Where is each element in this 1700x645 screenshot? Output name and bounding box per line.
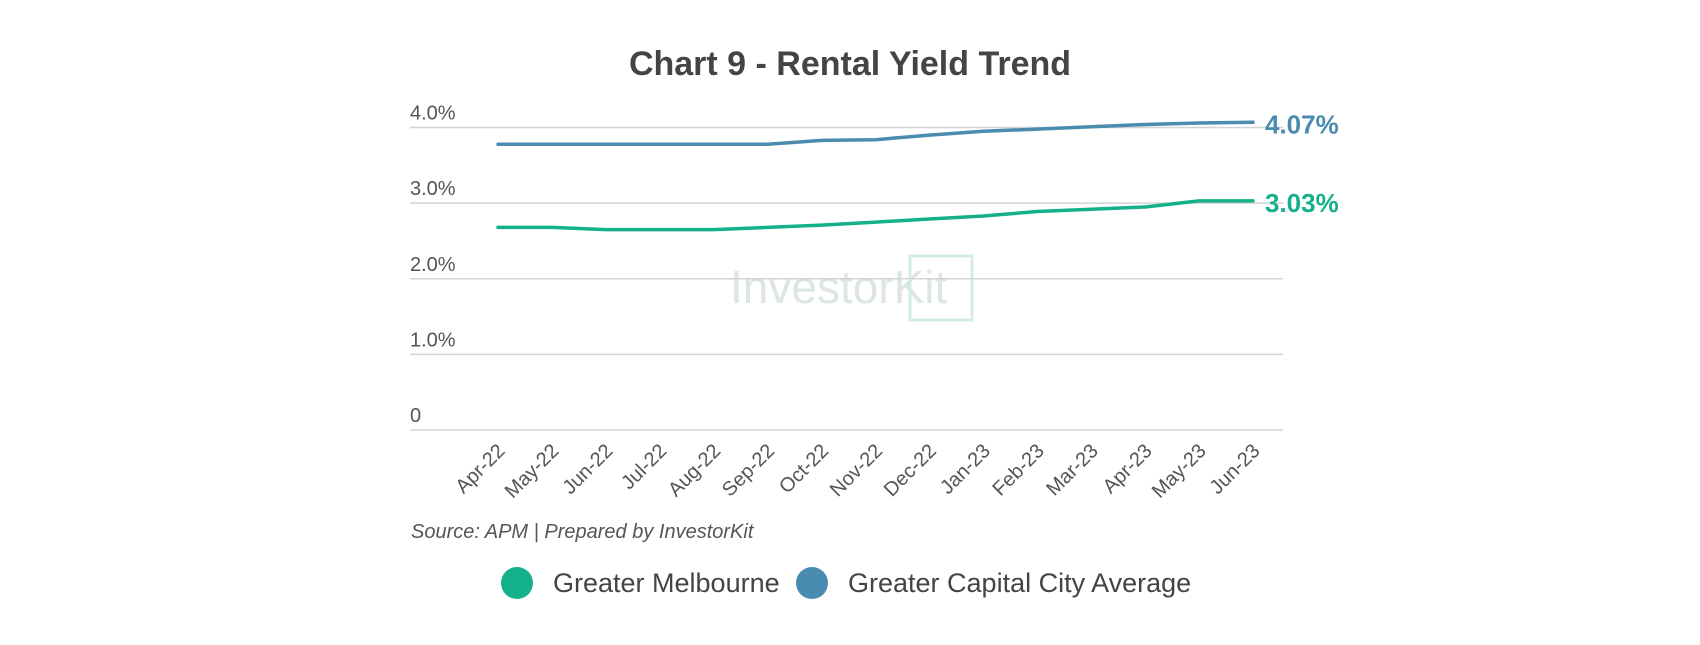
series-line-0 — [496, 199, 1255, 232]
x-tick-label: Dec-22 — [880, 440, 941, 501]
y-tick-label: 1.0% — [410, 329, 456, 351]
x-tick-label: Apr-23 — [1099, 440, 1157, 498]
x-tick-label: Mar-23 — [1042, 440, 1102, 500]
x-tick-label: Oct-22 — [775, 440, 833, 498]
chart-title: Chart 9 - Rental Yield Trend — [629, 45, 1071, 83]
end-label-0: 3.03% — [1265, 188, 1339, 218]
x-tick-label: Jun-22 — [559, 440, 618, 499]
gridlines — [410, 126, 1283, 431]
x-tick-label: Aug-22 — [664, 440, 725, 501]
x-tick-label: Jun-23 — [1206, 440, 1265, 499]
legend: Greater Melbourne Greater Capital City Av… — [501, 567, 1191, 599]
end-label-1: 4.07% — [1265, 109, 1339, 139]
x-tick-label: Apr-22 — [452, 440, 510, 498]
watermark-box — [908, 254, 974, 322]
y-axis-tick-labels: 0 1.0% 2.0% 3.0% 4.0% — [410, 103, 456, 427]
x-tick-label: Feb-23 — [988, 440, 1048, 500]
watermark-text: InvestorKit — [730, 261, 948, 313]
watermark: InvestorKit — [730, 254, 974, 322]
y-tick-label: 4.0% — [410, 103, 456, 125]
legend-swatch — [501, 567, 533, 599]
y-tick-label: 3.0% — [410, 178, 456, 200]
x-tick-label: Nov-22 — [826, 440, 887, 501]
y-tick-label: 0 — [410, 405, 421, 427]
legend-label: Greater Melbourne — [553, 568, 780, 598]
source-note: Source: APM | Prepared by InvestorKit — [411, 521, 755, 543]
legend-swatch — [796, 567, 828, 599]
series-line-1 — [496, 120, 1255, 146]
y-tick-label: 2.0% — [410, 254, 456, 276]
legend-label: Greater Capital City Average — [848, 568, 1191, 598]
end-value-labels: 3.03% 4.07% — [1265, 109, 1339, 218]
series-lines — [496, 120, 1255, 232]
x-tick-label: May-23 — [1148, 440, 1211, 503]
x-tick-label: Jan-23 — [936, 440, 995, 499]
x-tick-label: May-22 — [501, 440, 564, 503]
x-tick-label: Sep-22 — [718, 440, 779, 501]
